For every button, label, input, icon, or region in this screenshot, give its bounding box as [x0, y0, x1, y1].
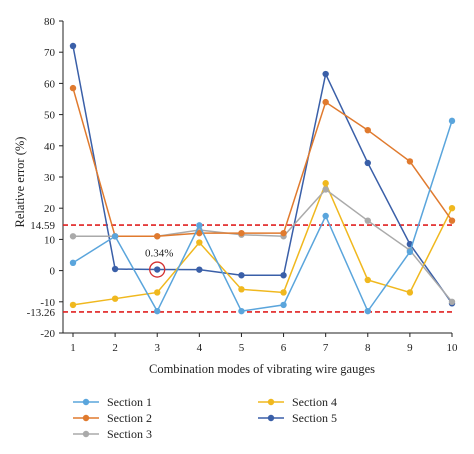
x-tick-label: 6 — [281, 342, 287, 354]
x-tick-label: 1 — [70, 342, 76, 354]
data-point — [238, 307, 245, 315]
series-line — [73, 188, 453, 303]
series-section-1 — [69, 117, 456, 315]
legend-swatch-marker — [82, 398, 90, 406]
reference-lines: 14.59 -13.26 — [27, 220, 454, 319]
data-point — [154, 307, 161, 315]
legend-swatch-marker — [267, 414, 275, 422]
legend-swatch-marker — [82, 430, 90, 438]
y-tick-label: 60 — [44, 78, 56, 90]
data-point — [448, 217, 456, 224]
data-point — [364, 159, 371, 167]
series-line — [72, 45, 453, 304]
data-point — [280, 229, 287, 237]
x-tick-label: 8 — [365, 342, 371, 354]
x-axis-title: Combination modes of vibrating wire gaug… — [149, 362, 375, 376]
legend-label: Section 3 — [107, 427, 152, 441]
data-point — [406, 248, 414, 256]
legend-item-section-3: Section 3 — [73, 427, 152, 441]
data-point — [364, 217, 371, 224]
data-point — [406, 158, 414, 165]
data-point — [111, 265, 119, 273]
axes: -20 -10 0 10 20 30 40 50 60 70 80 1 2 3 4 5 6 7 8 9 10 — [40, 16, 458, 354]
reference-line-label: -13.26 — [27, 307, 56, 319]
data-series — [69, 42, 456, 315]
series-section-2 — [69, 84, 456, 240]
legend: Section 1 Section 2 Section 3 Section 4 Sect… — [73, 395, 337, 441]
data-point — [280, 301, 287, 309]
data-point — [196, 229, 203, 237]
y-tick-label: -10 — [40, 297, 55, 309]
data-point — [448, 117, 456, 125]
data-point — [238, 272, 245, 279]
y-tick-label: 50 — [44, 110, 56, 122]
y-tick-label: 70 — [44, 47, 56, 59]
data-point — [238, 229, 245, 237]
legend-item-section-1: Section 1 — [73, 395, 152, 409]
data-point — [69, 84, 77, 92]
series-line — [72, 87, 453, 238]
x-tick-label: 3 — [154, 342, 160, 354]
annotation-circle — [149, 261, 166, 278]
legend-swatch-marker — [82, 414, 90, 422]
x-tick-label: 4 — [197, 342, 203, 354]
data-point — [69, 233, 77, 240]
annotation: 0.34% — [145, 248, 173, 278]
series-section-3 — [69, 186, 456, 305]
x-tick-label: 10 — [447, 342, 459, 354]
legend-label: Section 5 — [292, 411, 337, 425]
data-point — [69, 42, 77, 50]
legend-label: Section 2 — [107, 411, 152, 425]
data-point — [111, 233, 119, 240]
data-point — [364, 307, 371, 315]
data-point — [406, 289, 414, 296]
legend-label: Section 4 — [292, 395, 337, 409]
x-tick-label: 2 — [112, 342, 118, 354]
data-point — [280, 272, 287, 279]
data-point — [364, 276, 371, 284]
data-point — [322, 180, 329, 187]
data-point — [196, 239, 203, 246]
data-point — [280, 289, 287, 296]
y-tick-label: 80 — [44, 16, 56, 28]
series-section-5 — [69, 42, 456, 307]
legend-label: Section 1 — [107, 395, 152, 409]
y-tick-label: 20 — [44, 203, 56, 215]
data-point — [238, 286, 245, 293]
data-point — [448, 298, 456, 305]
y-tick-label: 30 — [44, 172, 56, 184]
data-point — [322, 70, 329, 78]
data-point — [322, 212, 329, 220]
data-point — [69, 301, 77, 309]
y-axis-title: Relative error (%) — [13, 137, 27, 228]
y-tick-label: 10 — [44, 234, 56, 246]
data-point — [448, 205, 456, 212]
data-point — [154, 233, 161, 240]
data-point — [111, 295, 119, 302]
annotation-label: 0.34% — [145, 248, 173, 260]
x-tick-label: 5 — [239, 342, 245, 354]
data-point — [196, 222, 203, 229]
data-point — [154, 266, 161, 273]
y-tick-label: 0 — [50, 266, 56, 278]
data-point — [154, 289, 161, 296]
y-tick-label: 40 — [44, 141, 56, 153]
data-point — [322, 186, 329, 193]
data-point — [364, 127, 371, 134]
legend-swatch-marker — [267, 398, 275, 406]
y-tick-label: -20 — [40, 328, 55, 340]
reference-line-label: 14.59 — [30, 220, 55, 232]
x-tick-label: 7 — [323, 342, 329, 354]
data-point — [196, 266, 203, 273]
series-line — [72, 181, 453, 306]
series-section-4 — [69, 180, 456, 309]
data-point — [69, 259, 77, 266]
series-line — [72, 120, 453, 313]
legend-item-section-5: Section 5 — [258, 411, 337, 425]
legend-item-section-4: Section 4 — [258, 395, 337, 409]
legend-item-section-2: Section 2 — [73, 411, 152, 425]
x-tick-label: 9 — [407, 342, 413, 354]
data-point — [322, 98, 329, 106]
